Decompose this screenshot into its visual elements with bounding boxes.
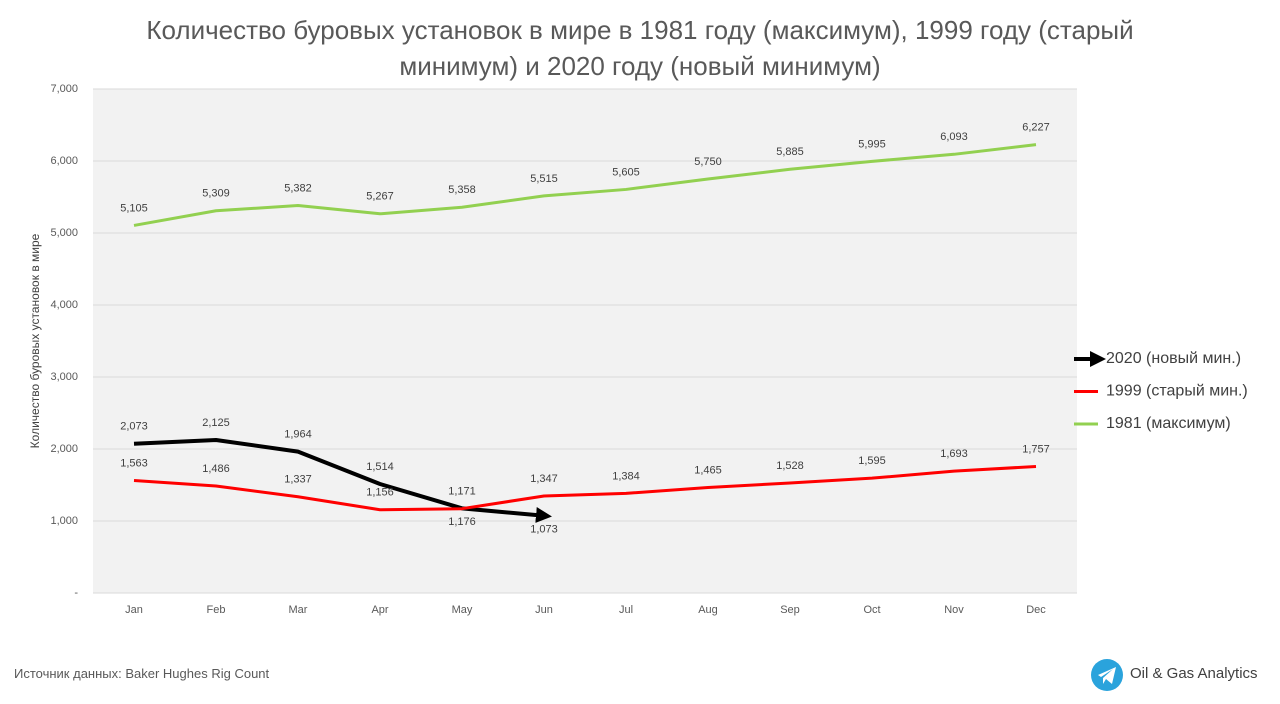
data-label: 2,073 (120, 421, 148, 433)
x-tick-label: Jul (619, 604, 633, 616)
data-label: 6,093 (940, 131, 968, 143)
legend-label: 2020 (новый мин.) (1106, 350, 1241, 367)
data-label: 5,515 (530, 173, 558, 185)
x-tick-label: Jan (125, 604, 143, 616)
legend-label: 1999 (старый мин.) (1106, 383, 1248, 400)
telegram-plane (1098, 667, 1116, 684)
y-tick-label: 2,000 (50, 443, 78, 455)
series-line (133, 438, 552, 523)
x-tick-label: Dec (1026, 604, 1046, 616)
y-axis-label: Количество буровых установок в мире (28, 233, 42, 448)
data-label: 1,486 (202, 463, 230, 475)
x-tick-label: Nov (944, 604, 964, 616)
data-label: 1,757 (1022, 443, 1050, 455)
data-label: 5,358 (448, 184, 476, 196)
series-line (133, 143, 1037, 227)
x-tick-label: Oct (863, 604, 880, 616)
source-note: Источник данных: Baker Hughes Rig Count (14, 666, 270, 681)
legend-label: 1981 (максимум) (1106, 415, 1231, 432)
data-label: 1,073 (530, 524, 558, 536)
data-label: 5,267 (366, 191, 394, 203)
data-label: 2,125 (202, 417, 230, 429)
chart-title: Количество буровых установок в мире в 19… (146, 15, 1134, 81)
data-label: 1,337 (284, 474, 312, 486)
data-label: 5,995 (858, 138, 886, 150)
x-tick-label: Jun (535, 604, 553, 616)
x-tick-label: Feb (207, 604, 226, 616)
data-label: 1,156 (366, 487, 394, 499)
y-tick-label: 3,000 (50, 371, 78, 383)
brand: Oil & Gas Analytics (1130, 665, 1258, 682)
data-label: 1,347 (530, 473, 558, 485)
data-label: 1,563 (120, 457, 148, 469)
data-label: 5,382 (284, 182, 312, 194)
data-label: 1,693 (940, 448, 968, 460)
data-label: 1,384 (612, 470, 640, 482)
x-tick-label: Mar (289, 604, 308, 616)
data-label: 1,465 (694, 464, 722, 476)
data-label: 1,176 (448, 516, 476, 528)
data-label: 5,750 (694, 156, 722, 168)
x-tick-label: May (452, 604, 473, 616)
series-line (133, 464, 1037, 512)
y-tick-label: 7,000 (50, 83, 78, 95)
y-tick-label: - (74, 587, 78, 599)
y-tick-label: 1,000 (50, 515, 78, 527)
data-label: 1,595 (858, 455, 886, 467)
y-tick-label: 4,000 (50, 299, 78, 311)
x-tick-label: Apr (371, 604, 388, 616)
data-label: 1,514 (366, 461, 394, 473)
data-label: 1,171 (448, 486, 476, 498)
plot-area (93, 89, 1077, 593)
data-label: 6,227 (1022, 122, 1050, 134)
x-tick-label: Aug (698, 604, 718, 616)
x-tick-label: Sep (780, 604, 800, 616)
y-tick-label: 5,000 (50, 227, 78, 239)
data-label: 1,964 (284, 428, 312, 440)
data-label: 5,885 (776, 146, 804, 158)
y-tick-label: 6,000 (50, 155, 78, 167)
data-label: 5,309 (202, 188, 230, 200)
data-label: 5,605 (612, 166, 640, 178)
data-label: 1,528 (776, 460, 804, 472)
data-label: 5,105 (120, 202, 148, 214)
